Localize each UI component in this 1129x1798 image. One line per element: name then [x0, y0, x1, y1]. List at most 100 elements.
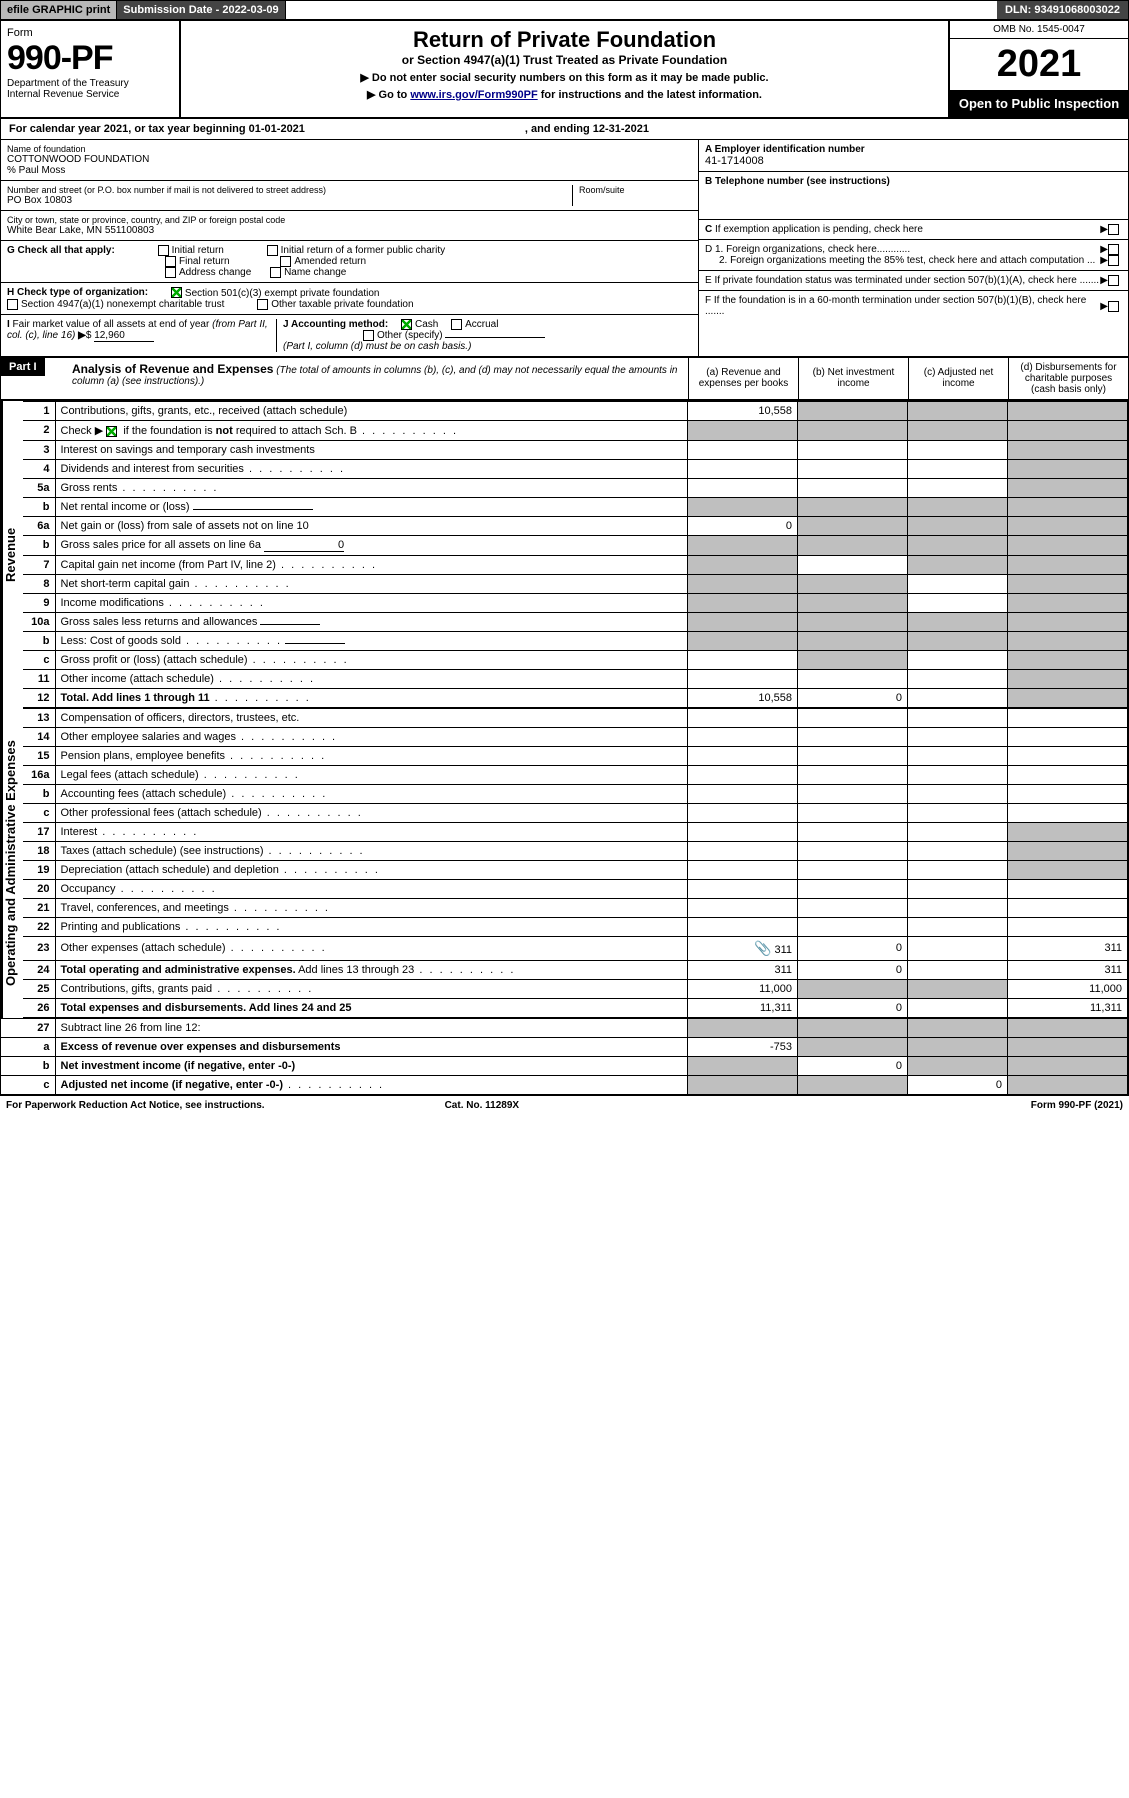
section-f: F If the foundation is in a 60-month ter… [699, 291, 1128, 321]
col-c-header: (c) Adjusted net income [908, 358, 1008, 399]
line-20: 20Occupancy [23, 879, 1128, 898]
dept-treasury: Department of the Treasury [7, 78, 173, 89]
form-subtitle: or Section 4947(a)(1) Trust Treated as P… [187, 53, 942, 67]
note-goto: ▶ Go to www.irs.gov/Form990PF for instru… [187, 88, 942, 101]
checkbox-addr-change[interactable] [165, 267, 176, 278]
city: White Bear Lake, MN 551100803 [7, 225, 692, 236]
line-16a: 16aLegal fees (attach schedule) [23, 765, 1128, 784]
part1-badge: Part I [1, 358, 66, 399]
line-10b: bLess: Cost of goods sold [23, 631, 1128, 650]
note-ssn: ▶ Do not enter social security numbers o… [187, 71, 942, 84]
note2-post: for instructions and the latest informat… [538, 89, 762, 101]
line-17: 17Interest [23, 822, 1128, 841]
j-note: (Part I, column (d) must be on cash basi… [283, 341, 471, 352]
form-number: 990-PF [7, 39, 173, 78]
line-27c: cAdjusted net income (if negative, enter… [1, 1075, 1128, 1094]
form-990pf: efile GRAPHIC print Submission Date - 20… [0, 0, 1129, 1096]
line-4: 4Dividends and interest from securities [23, 459, 1128, 478]
line-21: 21Travel, conferences, and meetings [23, 898, 1128, 917]
section-ij: I Fair market value of all assets at end… [1, 315, 698, 356]
section-h: H Check type of organization: Section 50… [1, 283, 698, 314]
open-inspection: Open to Public Inspection [950, 90, 1128, 117]
line-5a: 5aGross rents [23, 478, 1128, 497]
ein-label: A Employer identification number [705, 144, 1122, 155]
info-section: Name of foundation COTTONWOOD FOUNDATION… [1, 140, 1128, 358]
line-24: 24Total operating and administrative exp… [23, 960, 1128, 979]
irs-label: Internal Revenue Service [7, 89, 173, 100]
checkbox-schb[interactable] [106, 426, 117, 437]
checkbox-accrual[interactable] [451, 319, 462, 330]
checkbox-4947[interactable] [7, 299, 18, 310]
footer-left: For Paperwork Reduction Act Notice, see … [6, 1100, 265, 1111]
col-d-header: (d) Disbursements for charitable purpose… [1008, 358, 1128, 399]
section-c: C If exemption application is pending, c… [699, 220, 1128, 240]
j-other: Other (specify) [377, 330, 443, 341]
room-label: Room/suite [579, 185, 692, 195]
tel-label: B Telephone number (see instructions) [705, 176, 1122, 187]
line-27: 27Subtract line 26 from line 12: [1, 1018, 1128, 1037]
line-27a: aExcess of revenue over expenses and dis… [1, 1037, 1128, 1056]
line-16b: bAccounting fees (attach schedule) [23, 784, 1128, 803]
opt-namechg: Name change [284, 267, 346, 278]
section-g: G Check all that apply: Initial return I… [1, 241, 698, 283]
efile-button[interactable]: efile GRAPHIC print [1, 1, 117, 19]
subdate-label: Submission Date - [123, 4, 222, 16]
line-8: 8Net short-term capital gain [23, 574, 1128, 593]
j-label: J Accounting method: [283, 319, 388, 330]
revenue-table: 1Contributions, gifts, grants, etc., rec… [23, 401, 1128, 708]
e-label: E If private foundation status was termi… [705, 275, 1100, 286]
irs-link[interactable]: www.irs.gov/Form990PF [410, 89, 537, 101]
calyear-end: , and ending 12-31-2021 [525, 123, 649, 135]
checkbox-final-return[interactable] [165, 256, 176, 267]
d1-label: D 1. Foreign organizations, check here..… [705, 244, 1100, 255]
note2-pre: ▶ Go to [367, 89, 410, 101]
expenses-side-label: Operating and Administrative Expenses [1, 708, 23, 1018]
checkbox-d1[interactable] [1108, 244, 1119, 255]
dln-value: 93491068003022 [1034, 4, 1120, 16]
checkbox-f[interactable] [1108, 301, 1119, 312]
header-right: OMB No. 1545-0047 2021 Open to Public In… [948, 21, 1128, 117]
checkbox-amended[interactable] [280, 256, 291, 267]
city-label: City or town, state or province, country… [7, 215, 692, 225]
checkbox-cash[interactable] [401, 319, 412, 330]
checkbox-501c3[interactable] [171, 287, 182, 298]
calyear-begin: For calendar year 2021, or tax year begi… [9, 123, 305, 135]
footer-formref: Form 990-PF (2021) [1031, 1100, 1123, 1111]
h-label: H Check type of organization: [7, 288, 148, 299]
line-3: 3Interest on savings and temporary cash … [23, 440, 1128, 459]
line-15: 15Pension plans, employee benefits [23, 746, 1128, 765]
c-label: C If exemption application is pending, c… [705, 224, 1100, 235]
address: PO Box 10803 [7, 195, 572, 206]
col-a-header: (a) Revenue and expenses per books [688, 358, 798, 399]
h2-label: Section 4947(a)(1) nonexempt charitable … [21, 299, 224, 310]
line-11: 11Other income (attach schedule) [23, 669, 1128, 688]
line-22: 22Printing and publications [23, 917, 1128, 936]
checkbox-name-change[interactable] [270, 267, 281, 278]
checkbox-initial-return[interactable] [158, 245, 169, 256]
checkbox-other-taxable[interactable] [257, 299, 268, 310]
revenue-side-label: Revenue [1, 401, 23, 708]
address-row: Number and street (or P.O. box number if… [1, 181, 698, 211]
checkbox-c[interactable] [1108, 224, 1119, 235]
calendar-year-row: For calendar year 2021, or tax year begi… [1, 119, 1128, 140]
line-2: 2Check ▶ if the foundation is not requir… [23, 420, 1128, 440]
attachment-icon[interactable]: 📎 [754, 940, 771, 956]
j-cash: Cash [415, 319, 438, 330]
part1-desc: Analysis of Revenue and Expenses (The to… [66, 358, 688, 399]
line-23: 23Other expenses (attach schedule)📎 3110… [23, 936, 1128, 960]
dln: DLN: 93491068003022 [997, 1, 1128, 19]
d2-label: 2. Foreign organizations meeting the 85%… [705, 255, 1100, 266]
opt-final: Final return [179, 256, 230, 267]
line-6b: bGross sales price for all assets on lin… [23, 535, 1128, 555]
h1-label: Section 501(c)(3) exempt private foundat… [185, 288, 380, 299]
care-of: % Paul Moss [7, 165, 692, 176]
line-18: 18Taxes (attach schedule) (see instructi… [23, 841, 1128, 860]
checkbox-other-specify[interactable] [363, 330, 374, 341]
checkbox-d2[interactable] [1108, 255, 1119, 266]
submission-date: Submission Date - 2022-03-09 [117, 1, 285, 19]
checkbox-initial-former[interactable] [267, 245, 278, 256]
form-title: Return of Private Foundation [187, 27, 942, 53]
checkbox-e[interactable] [1108, 275, 1119, 286]
omb-number: OMB No. 1545-0047 [950, 21, 1128, 39]
spacer [286, 1, 997, 19]
